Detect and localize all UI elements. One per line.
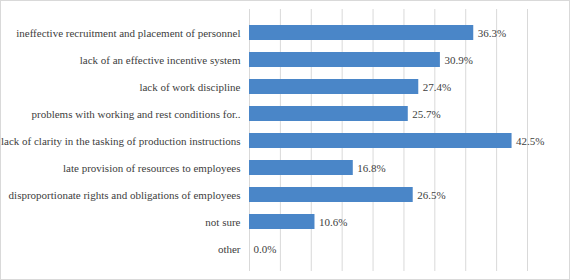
svg-text:not sure: not sure <box>205 216 240 228</box>
svg-text:0.0%: 0.0% <box>254 243 277 255</box>
svg-text:30.9%: 30.9% <box>444 54 472 66</box>
svg-text:lack of clarity in the tasking: lack of clarity in the tasking of produc… <box>1 135 241 147</box>
svg-text:problems with working and rest: problems with working and rest condition… <box>32 108 241 120</box>
svg-text:26.5%: 26.5% <box>417 189 445 201</box>
svg-text:lack of work discipline: lack of work discipline <box>139 81 240 93</box>
svg-text:disproportionate rights and ob: disproportionate rights and obligations … <box>9 189 241 201</box>
svg-text:lack of an effective incentive: lack of an effective incentive system <box>80 54 241 66</box>
svg-text:16.8%: 16.8% <box>357 162 385 174</box>
svg-text:42.5%: 42.5% <box>516 135 544 147</box>
svg-text:other: other <box>218 243 241 255</box>
svg-text:10.6%: 10.6% <box>319 216 347 228</box>
svg-text:ineffective recruitment and pl: ineffective recruitment and placement of… <box>16 27 240 39</box>
svg-text:late provision of resources to: late provision of resources to employees <box>63 162 240 174</box>
svg-text:36.3%: 36.3% <box>478 27 506 39</box>
svg-text:25.7%: 25.7% <box>412 108 440 120</box>
svg-text:27.4%: 27.4% <box>423 81 451 93</box>
